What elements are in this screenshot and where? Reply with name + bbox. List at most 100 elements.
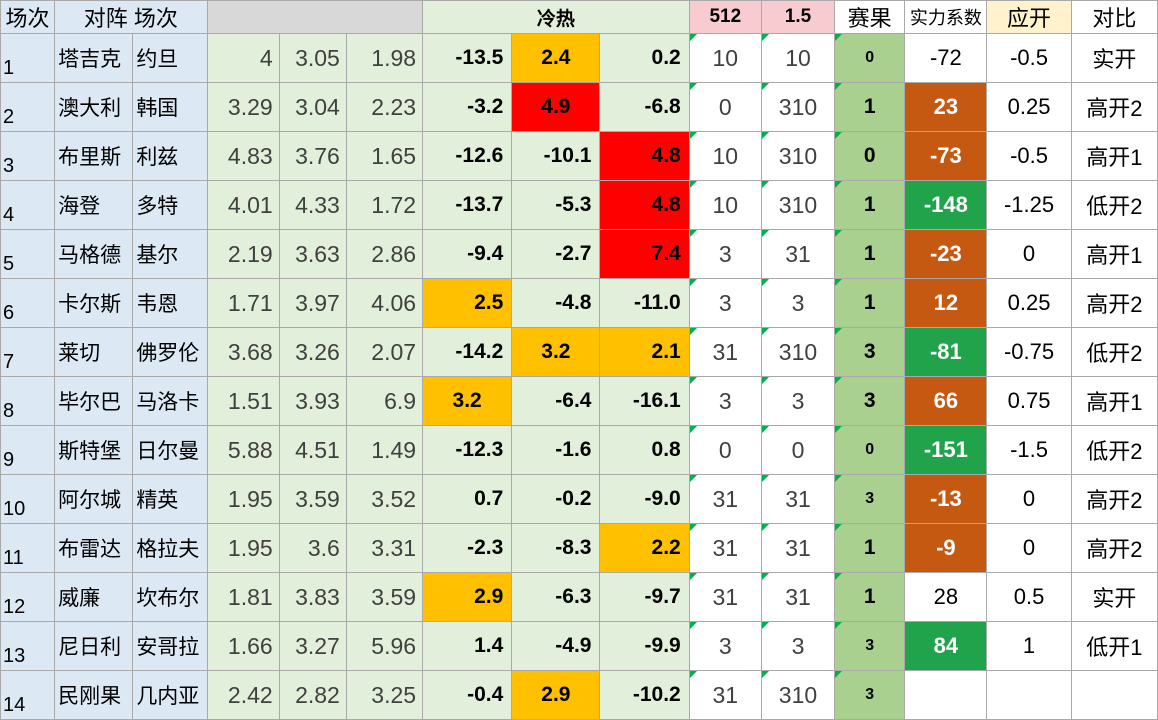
hot-home[interactable]: 3.2	[422, 376, 513, 426]
yingkai-cell[interactable]: 0.25	[986, 278, 1072, 328]
result-cell[interactable]: 1	[834, 278, 906, 328]
points-512[interactable]: 31	[688, 670, 762, 720]
hot-draw[interactable]: -6.4	[511, 376, 601, 426]
row-index[interactable]: 5	[0, 229, 56, 279]
hot-home[interactable]: -12.6	[422, 131, 513, 181]
strength-cell[interactable]: 23	[904, 82, 988, 132]
hot-home[interactable]: -2.3	[422, 523, 513, 573]
result-cell[interactable]: 1	[834, 180, 906, 230]
points-512[interactable]: 31	[688, 327, 762, 377]
strength-cell[interactable]: 84	[904, 621, 988, 671]
odds-away[interactable]: 3.52	[345, 474, 424, 524]
duibi-cell[interactable]: 高开2	[1070, 278, 1158, 328]
hot-away[interactable]: 4.8	[599, 131, 690, 181]
row-index[interactable]: 12	[0, 572, 56, 622]
hot-home[interactable]: -12.3	[422, 425, 513, 475]
strength-cell[interactable]: -81	[904, 327, 988, 377]
duibi-cell[interactable]: 低开1	[1070, 621, 1158, 671]
away-team[interactable]: 坎布尔	[132, 572, 208, 622]
strength-cell[interactable]: 12	[904, 278, 988, 328]
odds-home[interactable]: 2.42	[206, 670, 280, 720]
hot-draw[interactable]: -10.1	[511, 131, 601, 181]
odds-away[interactable]: 3.25	[345, 670, 424, 720]
odds-home[interactable]: 1.95	[206, 474, 280, 524]
away-team[interactable]: 韦恩	[132, 278, 208, 328]
odds-away[interactable]: 3.31	[345, 523, 424, 573]
odds-draw[interactable]: 3.93	[278, 376, 347, 426]
hot-draw[interactable]: -6.3	[511, 572, 601, 622]
row-index[interactable]: 8	[0, 376, 56, 426]
hot-draw[interactable]: 3.2	[511, 327, 601, 377]
result-cell[interactable]: 0	[834, 131, 906, 181]
away-team[interactable]: 利兹	[132, 131, 208, 181]
points-1-5[interactable]: 3	[760, 376, 836, 426]
hot-home[interactable]: -13.5	[422, 33, 513, 83]
result-cell[interactable]: 3	[834, 327, 906, 377]
strength-cell[interactable]	[904, 670, 988, 720]
hot-draw[interactable]: -1.6	[511, 425, 601, 475]
odds-draw[interactable]: 2.82	[278, 670, 347, 720]
hot-away[interactable]: -11.0	[599, 278, 690, 328]
duibi-cell[interactable]: 高开1	[1070, 229, 1158, 279]
hot-home[interactable]: -9.4	[422, 229, 513, 279]
points-512[interactable]: 31	[688, 474, 762, 524]
home-team[interactable]: 斯特堡	[54, 425, 134, 475]
odds-home[interactable]: 1.95	[206, 523, 280, 573]
hot-home[interactable]: -13.7	[422, 180, 513, 230]
odds-draw[interactable]: 3.27	[278, 621, 347, 671]
home-team[interactable]: 卡尔斯	[54, 278, 134, 328]
result-cell[interactable]: 1	[834, 229, 906, 279]
duibi-cell[interactable]: 高开2	[1070, 523, 1158, 573]
points-1-5[interactable]: 310	[760, 82, 836, 132]
odds-draw[interactable]: 3.83	[278, 572, 347, 622]
hot-home[interactable]: 1.4	[422, 621, 513, 671]
hot-away[interactable]: 4.8	[599, 180, 690, 230]
hot-draw[interactable]: -4.8	[511, 278, 601, 328]
home-team[interactable]: 布里斯	[54, 131, 134, 181]
strength-cell[interactable]: -9	[904, 523, 988, 573]
odds-away[interactable]: 1.65	[345, 131, 424, 181]
strength-cell[interactable]: -23	[904, 229, 988, 279]
duibi-cell[interactable]: 低开2	[1070, 180, 1158, 230]
away-team[interactable]: 约旦	[132, 33, 208, 83]
home-team[interactable]: 莱切	[54, 327, 134, 377]
hot-away[interactable]: -9.0	[599, 474, 690, 524]
duibi-cell[interactable]: 实开	[1070, 572, 1158, 622]
yingkai-cell[interactable]: -0.75	[986, 327, 1072, 377]
points-1-5[interactable]: 310	[760, 131, 836, 181]
odds-draw[interactable]: 4.33	[278, 180, 347, 230]
points-1-5[interactable]: 31	[760, 572, 836, 622]
hot-away[interactable]: 0.8	[599, 425, 690, 475]
duibi-cell[interactable]: 高开2	[1070, 474, 1158, 524]
header-match[interactable]: 对阵 场次	[54, 0, 208, 34]
hot-draw[interactable]: 2.4	[511, 33, 601, 83]
away-team[interactable]: 格拉夫	[132, 523, 208, 573]
yingkai-cell[interactable]	[986, 670, 1072, 720]
hot-away[interactable]: -6.8	[599, 82, 690, 132]
strength-cell[interactable]: 66	[904, 376, 988, 426]
odds-away[interactable]: 1.98	[345, 33, 424, 83]
away-team[interactable]: 日尔曼	[132, 425, 208, 475]
duibi-cell[interactable]: 低开2	[1070, 425, 1158, 475]
header-odds[interactable]	[206, 0, 424, 34]
odds-draw[interactable]: 3.6	[278, 523, 347, 573]
hot-draw[interactable]: -8.3	[511, 523, 601, 573]
points-1-5[interactable]: 3	[760, 621, 836, 671]
strength-cell[interactable]: -72	[904, 33, 988, 83]
points-1-5[interactable]: 10	[760, 33, 836, 83]
row-index[interactable]: 9	[0, 425, 56, 475]
points-512[interactable]: 10	[688, 131, 762, 181]
duibi-cell[interactable]: 实开	[1070, 33, 1158, 83]
odds-draw[interactable]: 4.51	[278, 425, 347, 475]
odds-draw[interactable]: 3.97	[278, 278, 347, 328]
odds-away[interactable]: 6.9	[345, 376, 424, 426]
hot-away[interactable]: 0.2	[599, 33, 690, 83]
odds-away[interactable]: 3.59	[345, 572, 424, 622]
odds-away[interactable]: 1.49	[345, 425, 424, 475]
strength-cell[interactable]: -148	[904, 180, 988, 230]
points-512[interactable]: 10	[688, 180, 762, 230]
odds-away[interactable]: 2.23	[345, 82, 424, 132]
odds-home[interactable]: 1.71	[206, 278, 280, 328]
points-512[interactable]: 10	[688, 33, 762, 83]
row-index[interactable]: 2	[0, 82, 56, 132]
